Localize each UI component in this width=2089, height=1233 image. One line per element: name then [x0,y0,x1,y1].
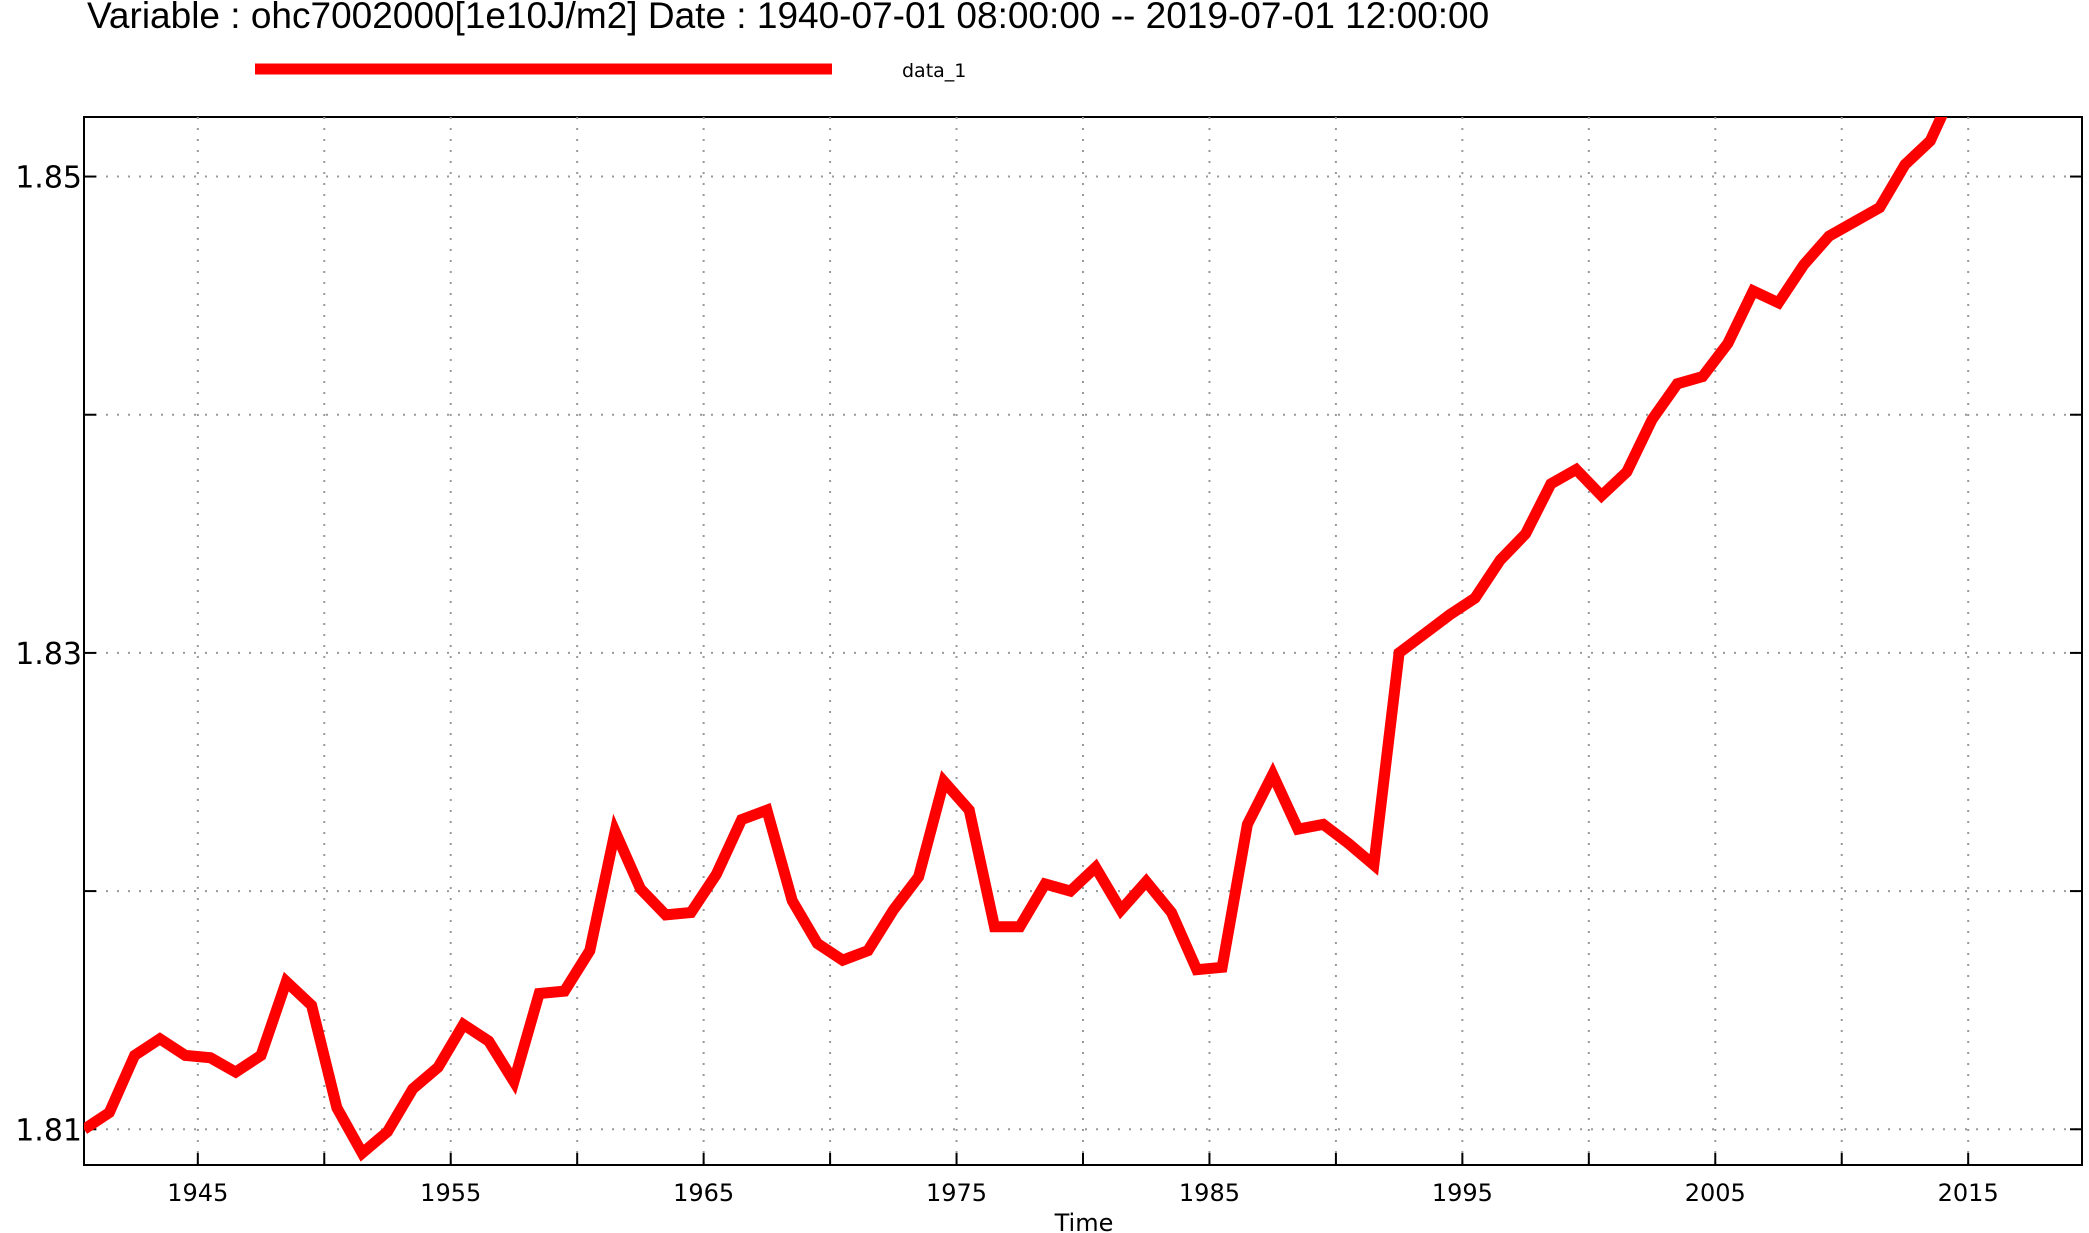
y-tick-label: 1.85 [15,161,82,196]
x-tick-label: 1985 [1179,1179,1240,1207]
x-tick-label: 1995 [1432,1179,1493,1207]
axis-ticks [84,175,2082,1165]
legend: data_1 [255,60,966,82]
x-axis-tick-labels: 1945 1955 1965 1975 1985 1995 2005 2015 [167,1179,1998,1207]
series-line-data_1 [84,117,1948,1162]
x-tick-label: 1965 [673,1179,734,1207]
x-tick-label: 1945 [167,1179,228,1207]
y-tick-label: 1.83 [15,637,82,672]
y-tick-label: 1.81 [15,1113,82,1148]
x-tick-label: 2005 [1685,1179,1746,1207]
y-axis-tick-labels: 1.81 1.83 1.85 [15,161,82,1149]
plot-frame [83,116,2083,1166]
x-tick-label: 1955 [420,1179,481,1207]
x-tick-label: 2015 [1938,1179,1999,1207]
x-tick-label: 1975 [926,1179,987,1207]
legend-label-data-1: data_1 [902,60,966,82]
x-axis-label: Time [1054,1209,1114,1233]
chart-title: Variable : ohc7002000[1e10J/m2] Date : 1… [87,0,1489,36]
series-layer [84,117,1948,1162]
